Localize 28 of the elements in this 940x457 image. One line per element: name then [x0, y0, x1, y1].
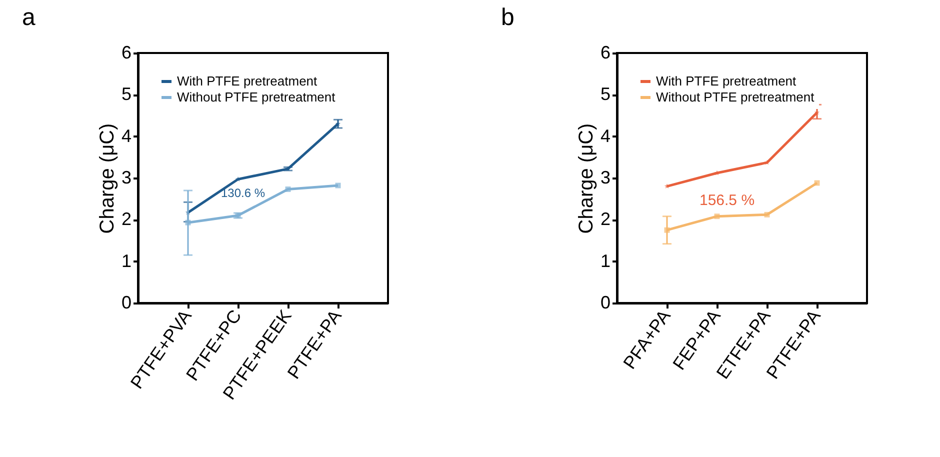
y-axis-title: Charge (μC) [96, 123, 118, 234]
chart-title: a [22, 4, 36, 31]
y-tick-label: 2 [121, 209, 132, 230]
chart-title: b [500, 4, 514, 31]
y-tick-label: 6 [600, 42, 610, 62]
y-tick-label: 3 [600, 168, 610, 188]
legend-label: With PTFE pretreatment [656, 74, 797, 88]
y-tick-label: 1 [600, 250, 610, 271]
point [714, 214, 720, 220]
y-tick-label: 4 [600, 126, 610, 146]
y-tick-label: 6 [121, 42, 132, 62]
y-tick-label: 0 [600, 292, 610, 312]
point [285, 186, 291, 192]
legend-label: Without PTFE pretreatment [656, 90, 815, 104]
point [764, 212, 770, 218]
y-tick-label: 1 [121, 250, 132, 271]
y-tick-label: 3 [121, 168, 132, 188]
y-tick-label: 2 [600, 209, 610, 230]
y-axis-title: Charge (μC) [575, 123, 598, 234]
legend-label: Without PTFE pretreatment [177, 90, 336, 104]
annotation: 130.6 % [220, 186, 266, 200]
y-tick-label: 4 [121, 126, 132, 146]
y-tick-label: 5 [600, 84, 610, 104]
annotation: 156.5 % [699, 192, 755, 209]
point [764, 160, 770, 165]
legend-label: With PTFE pretreatment [177, 74, 318, 88]
y-tick-label: 0 [121, 292, 132, 312]
y-tick-label: 5 [121, 84, 132, 104]
